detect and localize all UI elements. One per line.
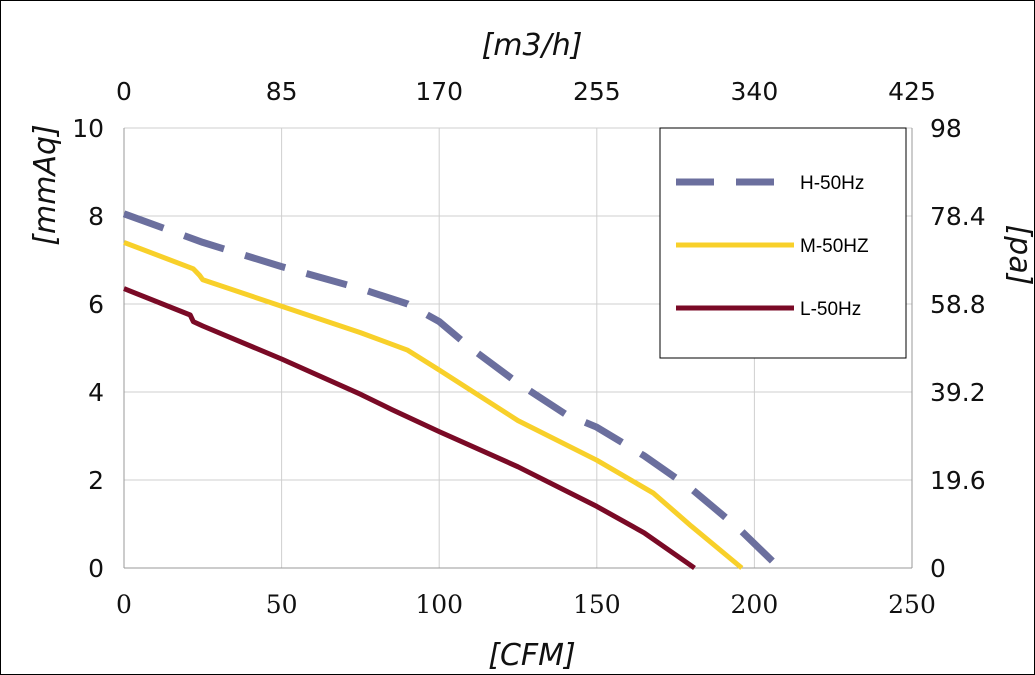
y-left-tick-label: 6 — [88, 290, 104, 319]
x-bottom-tick-label: 150 — [573, 590, 621, 619]
y-right-axis-title: [pa] — [1002, 225, 1035, 286]
y-right-tick-label: 0 — [930, 554, 946, 583]
y-right-tick-label: 78.4 — [930, 202, 986, 231]
y-left-axis-title: [mmAq] — [28, 124, 63, 245]
y-left-tick-label: 4 — [88, 378, 104, 407]
x-top-tick-label: 425 — [888, 77, 936, 106]
y-left-tick-label: 8 — [88, 202, 104, 231]
x-axis-top: 0 85 170 255 340 425 — [116, 77, 936, 106]
series-line-h-50hz — [122, 210, 783, 571]
x-bottom-axis-title: [CFM] — [488, 638, 576, 673]
legend-label: M-50HZ — [800, 236, 869, 257]
y-left-tick-label: 2 — [88, 466, 104, 495]
x-bottom-tick-label: 0 — [116, 590, 132, 619]
x-top-tick-label: 0 — [116, 77, 132, 106]
series-lines — [122, 210, 783, 571]
y-left-tick-label: 10 — [72, 114, 104, 143]
series-line-l-50hz — [123, 286, 696, 571]
legend-label: L-50Hz — [800, 299, 861, 320]
x-top-axis-title: [m3/h] — [482, 28, 583, 63]
y-right-tick-label: 39.2 — [930, 378, 986, 407]
x-bottom-tick-label: 100 — [415, 590, 463, 619]
x-bottom-tick-label: 200 — [731, 590, 779, 619]
x-top-tick-label: 255 — [573, 77, 621, 106]
series-line-m-50hz — [123, 240, 744, 570]
legend: H-50Hz M-50HZ L-50Hz — [659, 127, 907, 359]
x-top-tick-label: 85 — [266, 77, 298, 106]
x-top-tick-label: 340 — [731, 77, 779, 106]
y-axis-left: 0 2 4 6 8 10 — [72, 114, 104, 583]
y-left-tick-label: 0 — [88, 554, 104, 583]
y-right-tick-label: 19.6 — [930, 466, 986, 495]
x-axis-bottom: 0 50 100 150 200 250 — [116, 590, 936, 619]
grid — [123, 127, 913, 569]
y-axis-right: 0 19.6 39.2 58.8 78.4 98 — [930, 114, 986, 583]
y-right-tick-label: 98 — [930, 114, 962, 143]
x-bottom-tick-label: 50 — [266, 590, 298, 619]
legend-label: H-50Hz — [800, 173, 864, 194]
x-top-tick-label: 170 — [415, 77, 463, 106]
x-bottom-tick-label: 250 — [888, 590, 936, 619]
y-right-tick-label: 58.8 — [930, 290, 986, 319]
